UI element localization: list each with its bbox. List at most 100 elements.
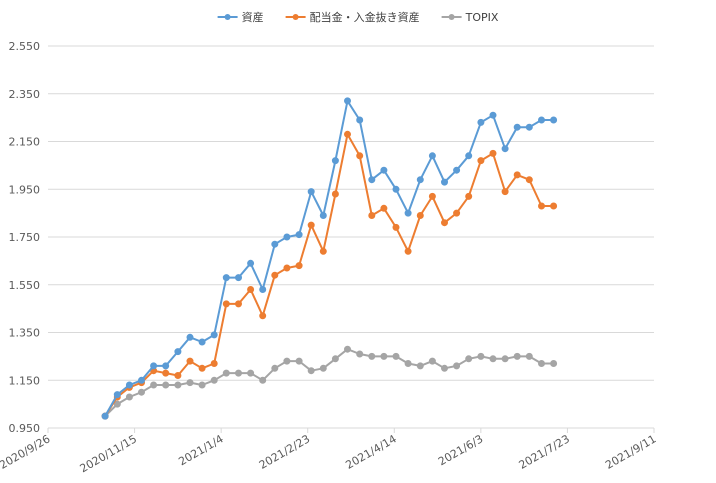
data-point <box>501 145 509 153</box>
legend-label: 資産 <box>242 11 264 24</box>
data-point <box>465 355 473 363</box>
data-point <box>150 362 158 370</box>
data-point <box>307 188 315 196</box>
data-point <box>222 300 230 308</box>
data-point <box>538 116 545 124</box>
legend: 資産 配当金・入金抜き資産 TOPIX <box>217 10 499 24</box>
data-point <box>513 123 521 131</box>
data-point <box>186 357 194 365</box>
legend-item: 資産 <box>217 11 264 24</box>
data-point <box>392 352 400 360</box>
data-point <box>477 118 485 126</box>
data-point <box>259 376 267 384</box>
data-point <box>271 271 279 279</box>
data-point <box>489 355 497 363</box>
data-point <box>283 264 291 272</box>
data-point <box>453 362 461 370</box>
data-point <box>319 247 327 255</box>
data-point <box>404 209 412 217</box>
data-point <box>138 388 145 396</box>
data-point <box>331 157 339 165</box>
data-point <box>428 192 436 200</box>
data-point <box>380 204 388 212</box>
data-point <box>441 178 448 186</box>
data-point <box>356 152 364 160</box>
data-point <box>465 152 473 160</box>
data-point <box>210 331 218 339</box>
data-point <box>162 381 170 389</box>
data-point <box>101 412 109 420</box>
legend-label: TOPIX <box>465 11 499 24</box>
legend-item: 配当金・入金抜き資産 <box>285 10 420 24</box>
data-point <box>125 393 133 401</box>
data-point <box>550 202 558 210</box>
data-point <box>477 157 485 165</box>
data-point <box>247 369 255 377</box>
y-tick-label: 1.150 <box>9 374 41 387</box>
data-point <box>380 166 388 174</box>
data-point <box>489 149 497 157</box>
data-point <box>489 111 497 119</box>
data-point <box>356 350 364 358</box>
data-point <box>368 176 376 184</box>
data-point <box>368 352 376 360</box>
data-point <box>344 345 351 353</box>
data-point <box>113 391 121 399</box>
y-tick-label: 2.350 <box>9 88 41 101</box>
data-point <box>174 348 182 356</box>
data-point <box>441 219 448 227</box>
y-tick-label: 1.950 <box>9 183 41 196</box>
data-point <box>210 376 218 384</box>
y-tick-label: 0.950 <box>9 422 41 435</box>
y-tick-label: 2.150 <box>9 136 41 149</box>
data-point <box>525 123 533 131</box>
legend-item: TOPIX <box>441 11 499 24</box>
data-point <box>247 259 255 267</box>
data-point <box>441 364 448 372</box>
data-point <box>525 352 533 360</box>
y-tick-label: 1.350 <box>9 327 41 340</box>
data-point <box>235 300 242 308</box>
data-point <box>453 166 461 174</box>
data-point <box>283 357 291 365</box>
data-point <box>513 171 521 179</box>
data-point <box>210 360 218 367</box>
data-point <box>198 381 206 389</box>
data-point <box>331 355 339 363</box>
data-point <box>125 381 133 389</box>
legend-swatch-marker <box>292 14 299 20</box>
data-point <box>186 379 194 387</box>
data-point <box>222 274 230 282</box>
data-point <box>416 212 424 219</box>
data-point <box>416 176 424 184</box>
data-point <box>247 286 255 293</box>
series-lines <box>101 97 558 420</box>
data-point <box>174 372 182 379</box>
data-point <box>283 233 291 241</box>
data-point <box>307 221 315 229</box>
data-point <box>198 364 206 372</box>
data-point <box>416 362 424 370</box>
legend-label: 配当金・入金抜き資産 <box>310 10 420 24</box>
data-point <box>513 352 521 360</box>
data-point <box>235 369 242 377</box>
data-point <box>271 364 279 372</box>
data-point <box>550 360 558 367</box>
data-point <box>368 212 376 219</box>
data-point <box>380 352 388 360</box>
y-tick-label: 1.750 <box>9 231 41 244</box>
legend-swatch-marker <box>224 14 231 20</box>
data-point <box>453 209 461 217</box>
data-point <box>550 116 558 124</box>
data-point <box>186 333 194 341</box>
data-point <box>271 240 279 248</box>
data-point <box>428 152 436 160</box>
data-point <box>501 355 509 363</box>
y-tick-label: 2.550 <box>9 40 41 53</box>
data-point <box>501 188 509 196</box>
data-point <box>162 369 170 377</box>
data-point <box>525 176 533 184</box>
legend-swatch-marker <box>448 14 455 20</box>
series-TOPIX <box>101 345 558 420</box>
data-point <box>198 338 206 346</box>
